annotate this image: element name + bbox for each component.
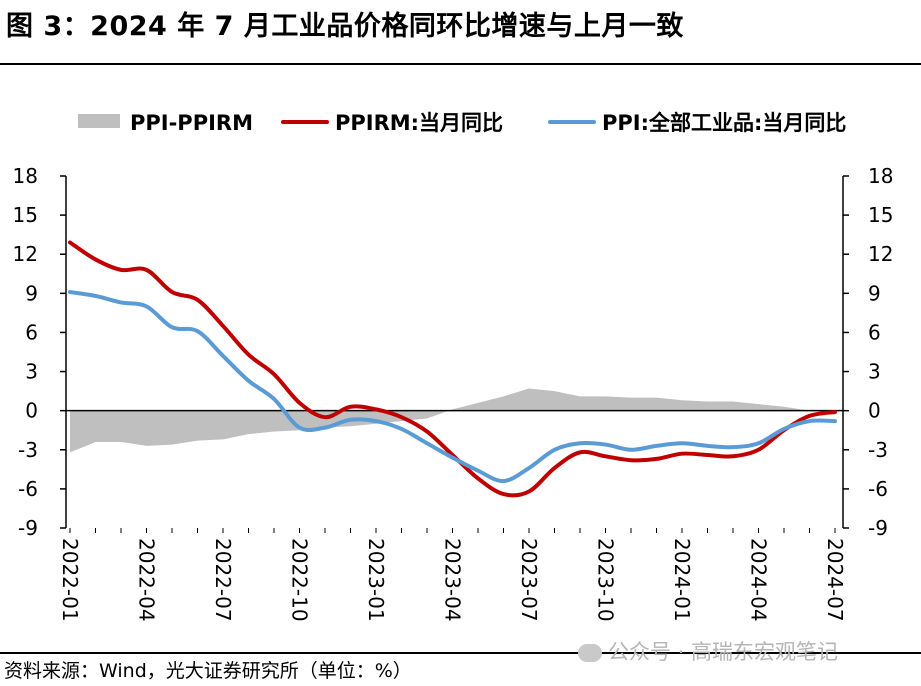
x-tick-label: 2022-07 bbox=[211, 538, 235, 622]
y-tick-label-left: -3 bbox=[18, 438, 38, 462]
tick-layer: 18 18 15 15 12 12 9 9 6 6 3 3 0 0 -3 -3 -6 -6 -9 -9 2022-01 2… bbox=[13, 164, 894, 622]
y-tick-label-left: -6 bbox=[18, 477, 38, 501]
chart-title: 图 3：2024 年 7 月工业品价格同环比增速与上月一致 bbox=[6, 11, 684, 42]
legend-swatch-ppi-ppirm bbox=[78, 114, 120, 128]
legend-label-ppi: PPI:全部工业品:当月同比 bbox=[602, 111, 846, 135]
y-tick-label-left: 6 bbox=[25, 320, 38, 344]
x-tick-label: 2022-04 bbox=[135, 538, 159, 622]
y-tick-label-left: -9 bbox=[18, 516, 38, 540]
y-tick-label-right: 0 bbox=[868, 399, 881, 423]
x-tick-label: 2023-07 bbox=[517, 538, 541, 622]
line-ppirm bbox=[68, 240, 837, 498]
legend-label-ppirm: PPIRM:当月同比 bbox=[335, 111, 503, 135]
legend-label-ppi-ppirm: PPI-PPIRM bbox=[130, 111, 253, 135]
y-tick-label-left: 15 bbox=[13, 203, 38, 227]
x-tick-label: 2023-10 bbox=[594, 538, 618, 622]
line-ppi bbox=[68, 290, 837, 484]
y-tick-label-right: 15 bbox=[868, 203, 893, 227]
legend: PPI-PPIRM PPIRM:当月同比 PPI:全部工业品:当月同比 bbox=[78, 111, 846, 135]
y-tick-label-left: 3 bbox=[25, 360, 38, 384]
y-tick-label-right: -9 bbox=[868, 516, 888, 540]
y-tick-label-right: 18 bbox=[868, 164, 893, 188]
x-tick-label: 2024-04 bbox=[747, 538, 771, 622]
wechat-logo-icon bbox=[578, 644, 602, 662]
x-tick-label: 2024-07 bbox=[823, 538, 847, 622]
watermark: 公众号 · 高瑞东宏观笔记 bbox=[578, 636, 838, 666]
source-note: 资料来源：Wind，光大证券研究所（单位：%） bbox=[4, 660, 412, 682]
y-tick-label-right: 12 bbox=[868, 242, 893, 266]
chart: PPI-PPIRM PPIRM:当月同比 PPI:全部工业品:当月同比 18 18 15… bbox=[13, 111, 894, 622]
y-tick-label-right: -3 bbox=[868, 438, 888, 462]
y-tick-label-right: 3 bbox=[868, 360, 881, 384]
x-tick-label: 2023-01 bbox=[364, 538, 388, 622]
axes bbox=[60, 175, 849, 533]
footer-divider bbox=[0, 652, 921, 654]
title-divider bbox=[0, 63, 921, 65]
x-tick-label: 2024-01 bbox=[670, 538, 694, 622]
x-tick-label: 2023-04 bbox=[441, 538, 465, 622]
watermark-text: 公众号 · 高瑞东宏观笔记 bbox=[608, 640, 839, 664]
y-tick-label-left: 12 bbox=[13, 242, 38, 266]
area-layer bbox=[70, 388, 835, 453]
area-ppi-ppirm bbox=[70, 388, 835, 453]
y-tick-label-right: 9 bbox=[868, 281, 881, 305]
y-tick-label-left: 9 bbox=[25, 281, 38, 305]
line-layer bbox=[68, 240, 837, 498]
y-tick-label-left: 0 bbox=[25, 399, 38, 423]
y-tick-label-right: -6 bbox=[868, 477, 888, 501]
y-tick-label-left: 18 bbox=[13, 164, 38, 188]
y-tick-label-right: 6 bbox=[868, 320, 881, 344]
x-tick-label: 2022-01 bbox=[58, 538, 82, 622]
x-tick-label: 2022-10 bbox=[288, 538, 312, 622]
